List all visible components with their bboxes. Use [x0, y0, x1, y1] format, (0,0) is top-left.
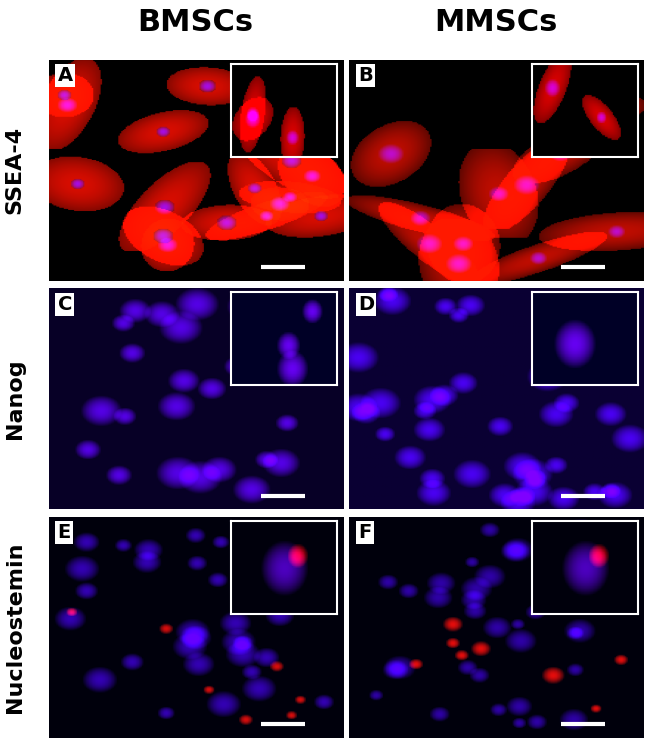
Text: Nucleostemin: Nucleostemin: [5, 542, 25, 713]
Text: D: D: [358, 295, 374, 314]
Text: E: E: [58, 523, 71, 542]
Text: F: F: [358, 523, 371, 542]
Text: C: C: [58, 295, 72, 314]
Text: BMSCs: BMSCs: [138, 8, 254, 37]
Text: SSEA-4: SSEA-4: [5, 126, 25, 214]
Text: MMSCs: MMSCs: [435, 8, 558, 37]
Text: B: B: [358, 66, 373, 85]
Text: Nanog: Nanog: [5, 358, 25, 439]
Text: A: A: [58, 66, 73, 85]
